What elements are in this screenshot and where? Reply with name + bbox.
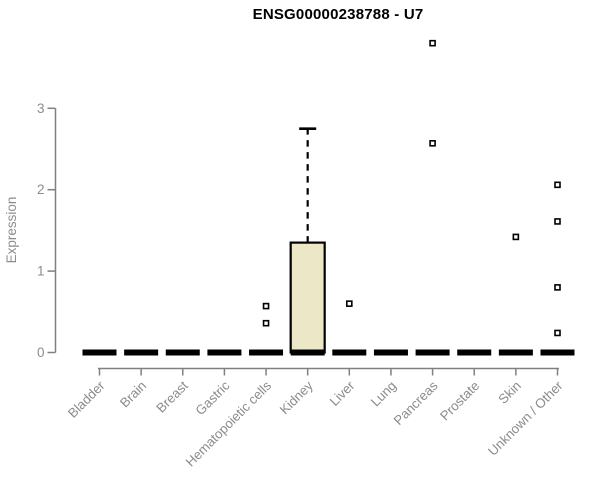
outlier-point [262,319,270,327]
median-line [82,349,117,356]
median-line [165,349,200,356]
outlier-point [554,284,561,291]
median-line [457,349,492,356]
median-line [498,349,533,356]
outlier-point [262,302,270,310]
median-line [415,349,450,356]
x-axis-category-label: Prostate [437,378,482,423]
x-axis-category-label: Unknown / Other [485,378,566,459]
x-axis-category-label: Skin [495,378,524,407]
x-axis-category-label: Brain [117,378,149,410]
x-axis-category-label: Lung [368,378,399,409]
chart-title: ENSG00000238788 - U7 [252,6,424,23]
median-line [332,349,367,356]
x-axis-category-label: Kidney [277,378,316,417]
y-axis-tick-label: 1 [37,264,45,279]
median-line [540,349,575,356]
y-axis-tick-label: 3 [37,101,45,116]
median-line [207,349,242,356]
median-line [290,349,325,356]
x-axis-category-label: Breast [153,378,191,416]
median-line [249,349,284,356]
x-axis-category-label: Pancreas [391,378,441,428]
median-line [373,349,408,356]
outlier-point [429,39,436,47]
outlier-point [554,218,561,225]
y-axis-tick-label: 0 [37,345,45,360]
outlier-point [554,181,561,189]
x-axis-category-label: Liver [327,378,358,409]
outlier-point [429,140,436,147]
outlier-point [512,233,520,241]
outlier-point [346,300,353,307]
boxplot-box [289,241,326,354]
outlier-point [554,329,561,337]
x-axis-category-label: Bladder [65,378,108,421]
y-axis-tick-label: 2 [37,182,45,197]
median-line [124,349,159,356]
x-axis-category-label: Gastric [192,378,232,418]
